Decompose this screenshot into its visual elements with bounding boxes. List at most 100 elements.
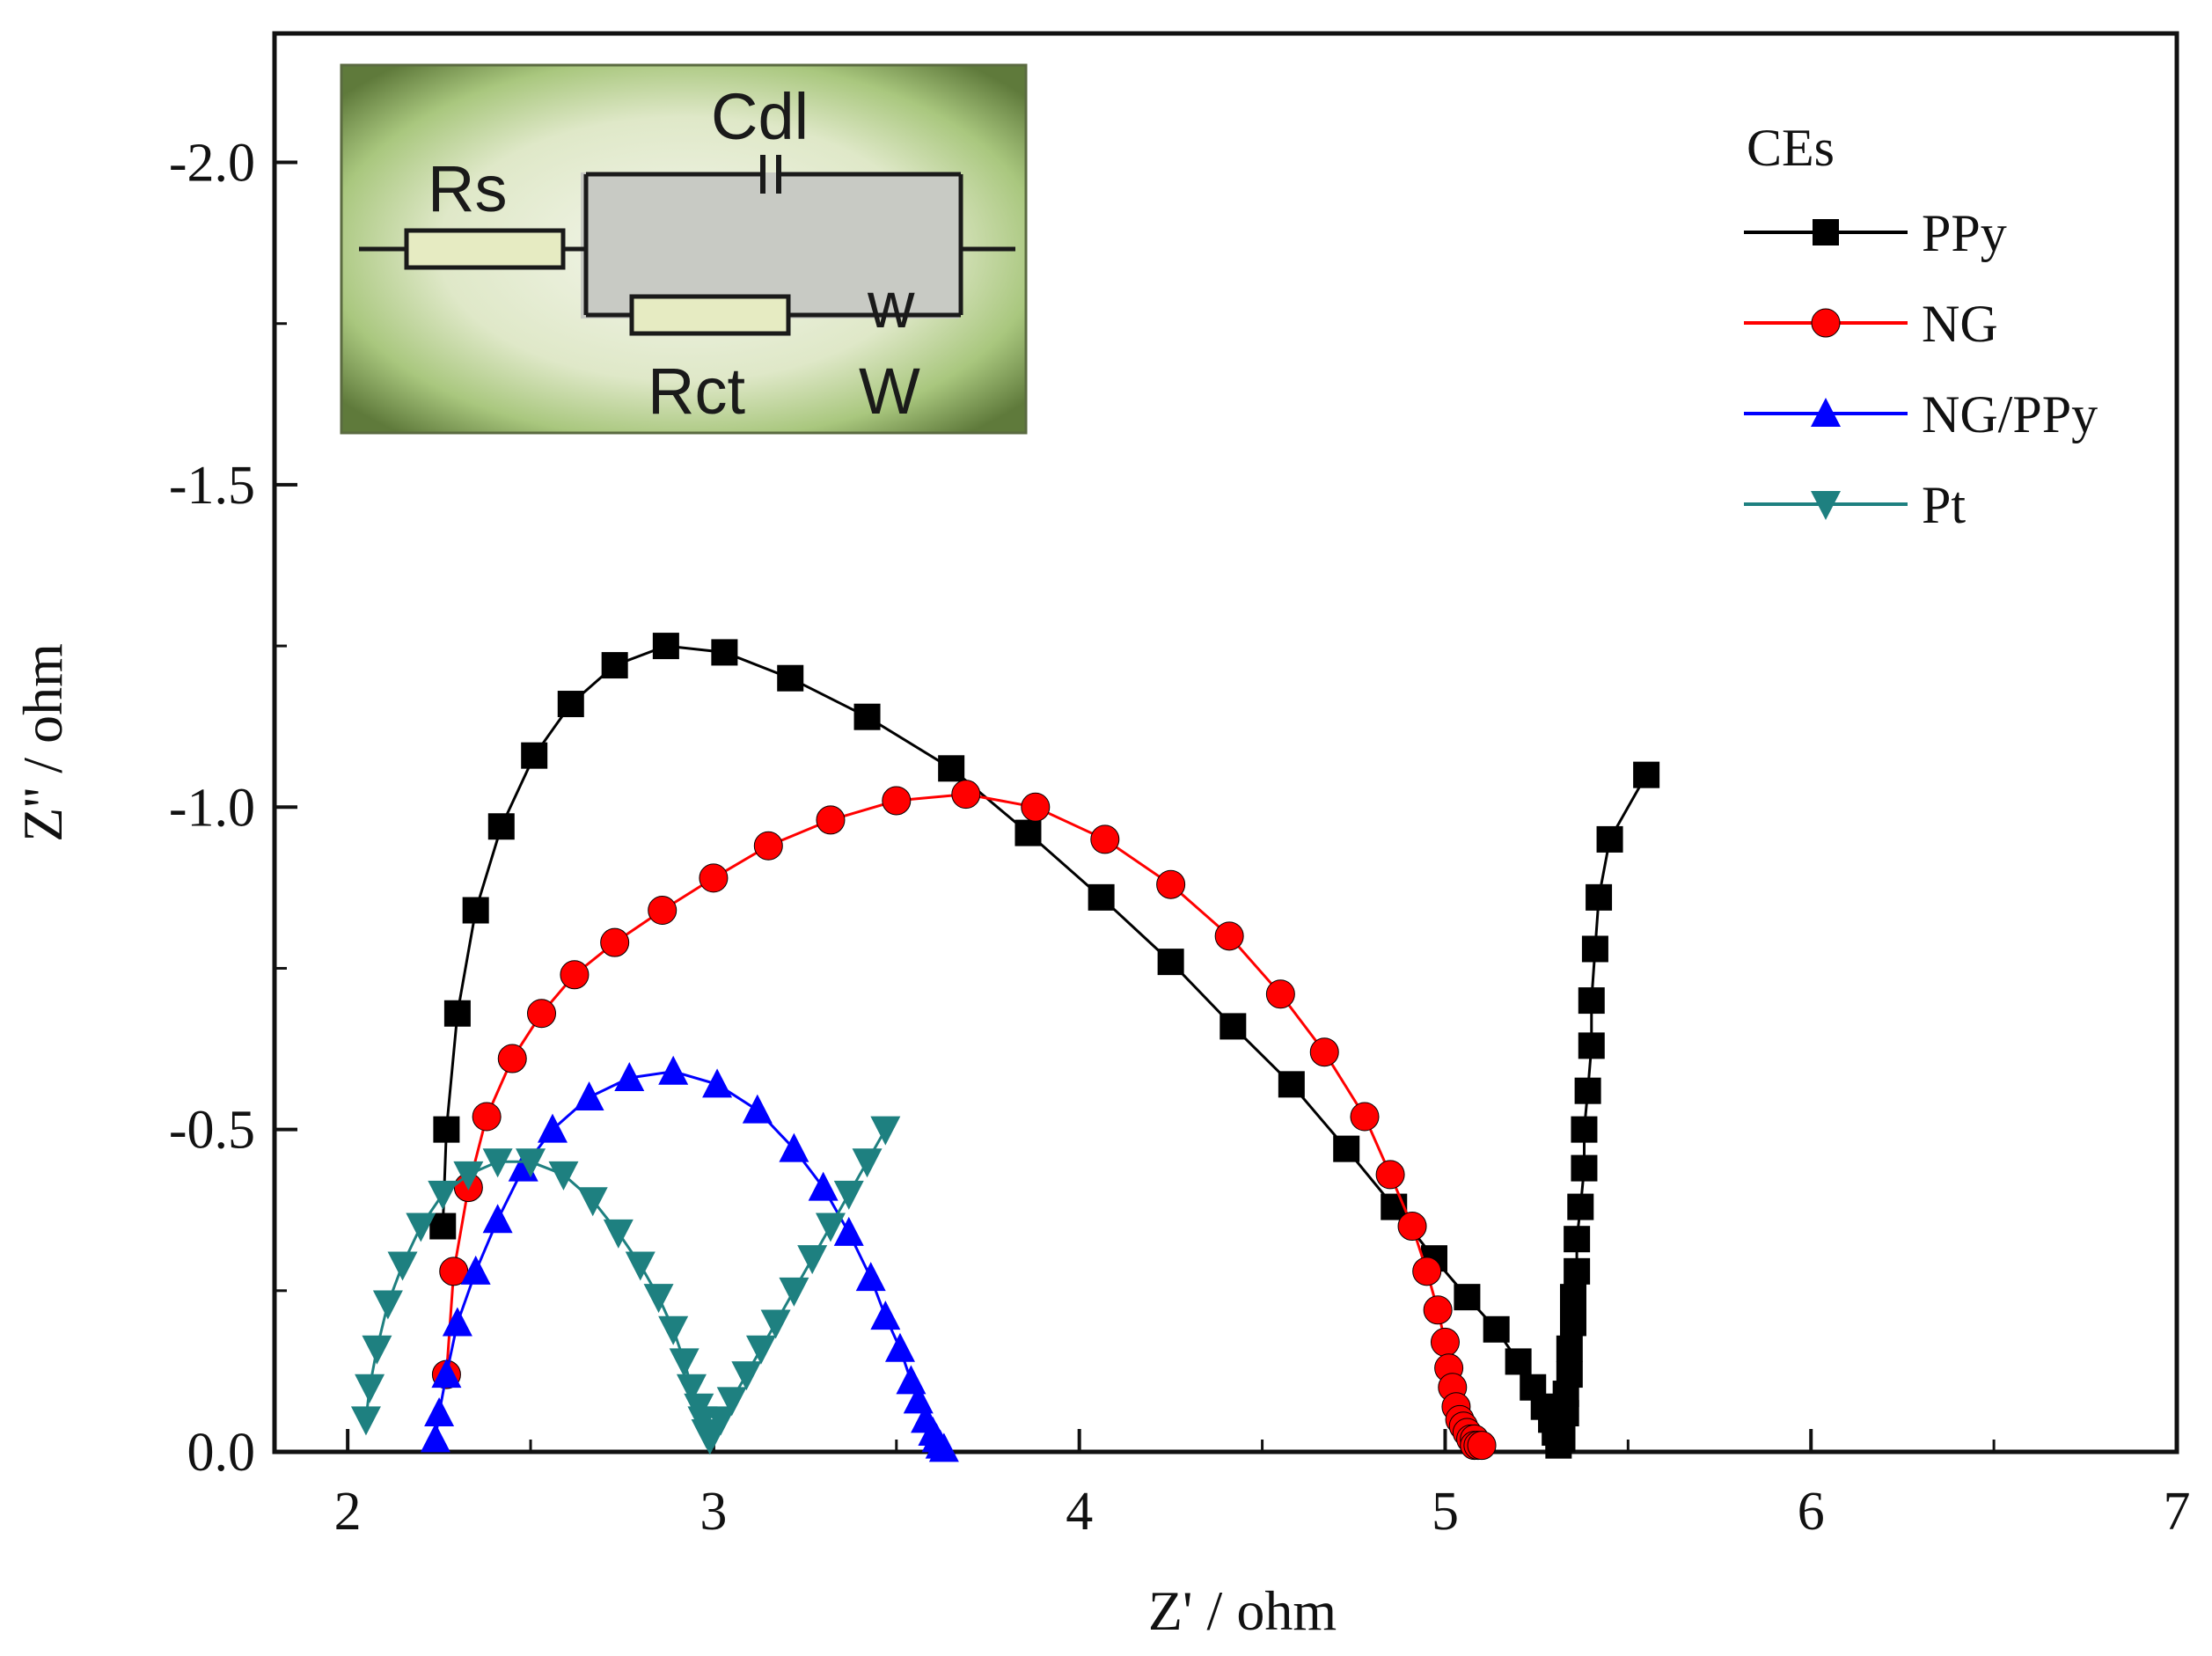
data-point-ng — [753, 831, 783, 861]
circuit-wires — [359, 172, 1015, 318]
data-point-ng — [600, 927, 630, 957]
x-tick-label: 4 — [1066, 1482, 1093, 1542]
warburg-symbol: w — [867, 268, 915, 341]
data-point-ppy — [1564, 1257, 1591, 1285]
data-point-ng — [816, 805, 846, 835]
legend-entry-ppy: PPy — [1744, 204, 2007, 262]
data-point-ppy — [521, 742, 548, 769]
data-point-pt — [362, 1335, 392, 1365]
data-point-ng-ppy — [779, 1132, 809, 1162]
series-line-ng — [444, 793, 1482, 1447]
data-point-ppy — [1574, 1077, 1601, 1104]
data-point-pt — [406, 1213, 436, 1242]
data-point-ng — [1265, 979, 1295, 1009]
legend-title: CEs — [1747, 119, 1835, 177]
data-point-ng — [1156, 869, 1186, 899]
data-point-ng-ppy — [896, 1365, 927, 1395]
data-point-ppy — [1556, 1361, 1583, 1389]
data-point-ng-ppy — [870, 1301, 901, 1330]
series-ppy — [429, 633, 1660, 1459]
data-point-ng-ppy — [614, 1062, 645, 1092]
data-point-pt — [516, 1148, 546, 1178]
data-point-ppy — [1633, 761, 1660, 788]
data-point-ng-ppy — [431, 1359, 462, 1389]
data-point-pt — [372, 1290, 403, 1320]
data-point-ng-ppy — [833, 1216, 864, 1246]
legend-marker-ppy — [1813, 219, 1839, 245]
data-point-pt — [577, 1187, 608, 1217]
data-point-ng — [1309, 1037, 1339, 1067]
data-point-ppy — [1571, 1154, 1598, 1182]
data-point-pt — [643, 1284, 674, 1314]
data-point-pt — [706, 1406, 736, 1436]
data-point-ng — [1467, 1431, 1497, 1461]
data-point-ppy — [938, 755, 965, 782]
data-point-ng — [1412, 1257, 1442, 1286]
legend-marker-ng-ppy — [1811, 398, 1841, 427]
data-point-ng-ppy — [460, 1255, 491, 1285]
series-ng-ppy — [420, 1055, 959, 1462]
data-point-pt — [355, 1374, 385, 1403]
legend-label-pt: Pt — [1922, 476, 1966, 534]
data-point-pt — [548, 1161, 579, 1191]
data-point-ppy — [429, 1213, 457, 1240]
data-point-ppy — [1157, 949, 1184, 976]
data-point-ng — [527, 999, 557, 1029]
data-point-ppy — [1559, 1284, 1586, 1311]
data-point-ng-ppy — [420, 1423, 450, 1453]
data-point-pt — [870, 1116, 901, 1146]
data-point-ng-ppy — [537, 1113, 568, 1143]
data-point-ppy — [1454, 1284, 1481, 1311]
data-point-ng — [1090, 824, 1120, 854]
circuit-inset: Cdl Rs w Rct W — [340, 63, 1028, 435]
data-point-ng-ppy — [482, 1204, 513, 1234]
series-pt — [350, 1116, 901, 1455]
x-tick-label: 6 — [1798, 1482, 1825, 1542]
data-point-ppy — [1581, 935, 1608, 963]
data-point-pt — [625, 1251, 656, 1281]
data-point-ppy — [1578, 1032, 1605, 1059]
data-point-ng — [1430, 1327, 1460, 1357]
data-point-ppy — [487, 813, 515, 840]
data-point-pt — [658, 1315, 689, 1345]
data-point-ng — [560, 960, 590, 990]
data-point-ng — [951, 780, 981, 810]
inset-gray-panel — [581, 172, 959, 319]
data-point-ppy — [1571, 1116, 1598, 1143]
data-point-ng-ppy — [442, 1307, 472, 1337]
y-tick-label: -0.5 — [169, 1101, 255, 1161]
cdl-capacitor — [760, 155, 781, 194]
data-point-pt — [745, 1335, 776, 1365]
legend-entry-pt: Pt — [1744, 476, 1966, 534]
legend-entry-ng-ppy: NG/PPy — [1744, 385, 2098, 443]
cdl-label: Cdl — [711, 80, 809, 153]
data-point-ng-ppy — [928, 1433, 959, 1462]
data-point-ng — [1350, 1102, 1380, 1132]
data-point-ppy — [1220, 1013, 1247, 1040]
data-point-ng-ppy — [742, 1094, 773, 1124]
rs-resistor — [404, 228, 566, 270]
data-point-ng — [648, 896, 678, 926]
data-point-ppy — [462, 897, 489, 924]
data-point-pt — [833, 1180, 864, 1210]
data-point-ng-ppy — [574, 1081, 604, 1110]
axes: 2 3 4 5 6 7 0.0 -0.5 -1.0 -1.5 -2.0 — [169, 134, 2191, 1542]
data-point-pt — [669, 1348, 699, 1378]
series-ng — [431, 780, 1497, 1461]
data-point-pt — [428, 1180, 458, 1210]
y-tick-label: 0.0 — [187, 1423, 256, 1483]
series-layer — [350, 633, 1660, 1462]
data-point-ppy — [711, 639, 738, 666]
data-point-pt — [779, 1277, 809, 1307]
data-point-ppy — [1483, 1315, 1510, 1343]
data-point-ppy — [557, 691, 584, 718]
data-point-ng — [1375, 1160, 1405, 1190]
data-point-ppy — [433, 1116, 460, 1143]
y-axis-title: Z'' / ohm — [11, 643, 74, 842]
data-point-pt — [852, 1148, 883, 1178]
data-point-ng — [497, 1044, 527, 1073]
legend-marker-ng — [1811, 308, 1841, 338]
x-axis-title: Z' / ohm — [1148, 1579, 1337, 1642]
data-point-ppy — [443, 1000, 471, 1027]
data-point-pt — [731, 1361, 762, 1391]
